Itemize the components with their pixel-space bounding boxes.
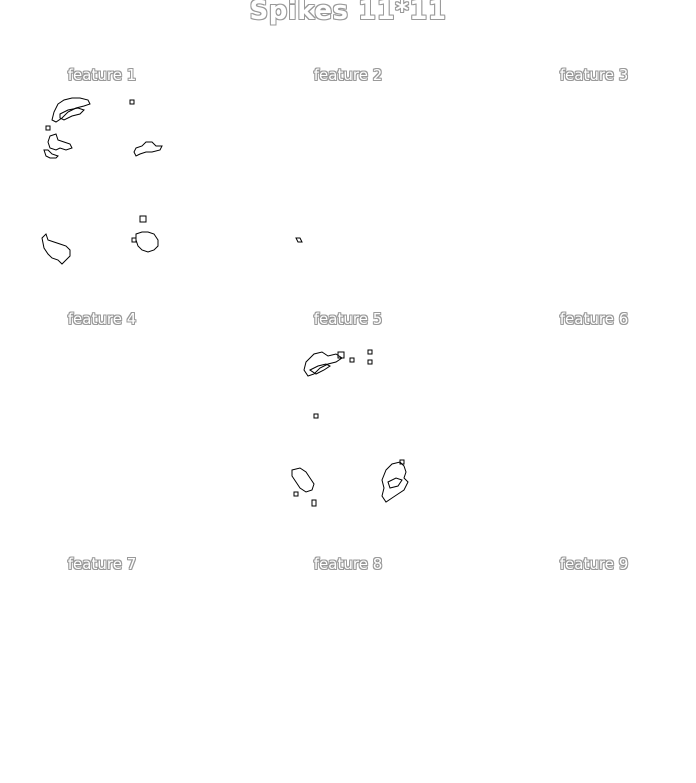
panel-title: feature 9 (559, 555, 629, 573)
spike-map-feature-1 (41, 97, 163, 265)
spike-region (47, 133, 73, 151)
panel-feature-7: feature 7 (0, 555, 204, 775)
panel-title: feature 8 (313, 555, 383, 573)
spike-region (139, 215, 147, 223)
spike-region (367, 349, 373, 355)
spike-region (45, 125, 51, 131)
spike-region (43, 149, 59, 159)
spike-region (337, 351, 345, 359)
spike-region (133, 141, 163, 157)
spike-region (309, 363, 331, 375)
spike-region (381, 461, 409, 503)
spike-region (349, 357, 355, 363)
spike-map-feature-8 (246, 577, 450, 777)
panel-title: feature 6 (559, 310, 629, 328)
spike-map-feature-6 (492, 332, 696, 532)
spike-region (295, 237, 303, 243)
panel-title: feature 4 (67, 310, 137, 328)
spike-map-feature-5 (291, 349, 409, 507)
spike-region (293, 491, 299, 497)
panel-title: feature 2 (313, 66, 383, 84)
spike-map-feature-3 (492, 88, 696, 288)
panel-feature-6: feature 6 (492, 310, 696, 530)
panel-title: feature 7 (67, 555, 137, 573)
spike-map-feature-4 (0, 332, 204, 532)
spike-region (387, 477, 403, 489)
panel-feature-3: feature 3 (492, 66, 696, 286)
panel-feature-1: feature 1 (0, 66, 204, 286)
spike-region (311, 499, 317, 507)
panel-title: feature 3 (559, 66, 629, 84)
spike-region (367, 359, 373, 365)
panel-title: feature 1 (67, 66, 137, 84)
panel-feature-2: feature 2 (246, 66, 450, 286)
panel-feature-9: feature 9 (492, 555, 696, 775)
panel-feature-5: feature 5 (246, 310, 450, 530)
figure-title: Spikes 11*11 (249, 0, 447, 26)
spike-map-feature-7 (0, 577, 204, 777)
spike-region (135, 231, 159, 253)
spike-region (313, 413, 319, 419)
spike-region (129, 99, 135, 105)
panel-title: feature 5 (313, 310, 383, 328)
spike-region (59, 107, 85, 121)
spike-region (41, 233, 71, 265)
spike-region (51, 97, 91, 123)
spike-region (399, 459, 405, 465)
panel-feature-8: feature 8 (246, 555, 450, 775)
spike-region (291, 467, 315, 493)
spike-map-feature-2 (295, 237, 303, 243)
panel-feature-4: feature 4 (0, 310, 204, 530)
spike-region (303, 351, 343, 377)
spike-region (131, 237, 137, 243)
spike-map-feature-9 (492, 577, 696, 777)
